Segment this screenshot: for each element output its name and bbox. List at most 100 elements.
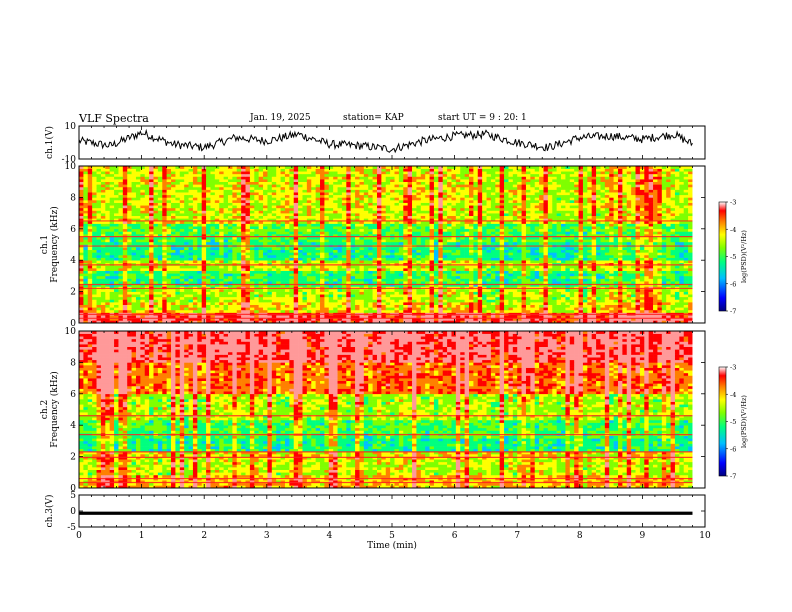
- spectrogram-cell: [315, 291, 321, 295]
- spectrogram-cell: [79, 294, 84, 298]
- spectrogram-cell: [407, 288, 413, 292]
- spectrogram-cell: [539, 231, 544, 235]
- spectrogram-cell: [495, 294, 500, 298]
- spectrogram-cell: [100, 268, 106, 271]
- spectrogram-cell: [464, 241, 470, 245]
- spectrogram-cell: [201, 265, 207, 269]
- spectrogram-cell: [561, 286, 566, 290]
- spectrogram-cell: [179, 265, 185, 269]
- spectrogram-cell: [355, 234, 360, 237]
- spectrogram-cell: [626, 317, 632, 321]
- spectrogram-cell: [363, 262, 369, 266]
- spectrogram-cell: [412, 281, 417, 285]
- spectrogram-cell: [622, 278, 628, 282]
- spectrogram-cell: [122, 265, 128, 269]
- spectrogram-cell: [175, 315, 181, 319]
- spectrogram-cell: [582, 291, 588, 295]
- spectrogram-cell: [552, 294, 557, 298]
- spectrogram-cell: [587, 286, 592, 290]
- spectrogram-cell: [363, 299, 369, 303]
- spectrogram-cell: [289, 278, 295, 282]
- spectrogram-cell: [114, 262, 119, 266]
- spectrogram-cell: [179, 262, 185, 266]
- spectrogram-cell: [355, 252, 360, 256]
- spectrogram-cell: [490, 254, 496, 258]
- spectrogram-cell: [666, 275, 671, 279]
- spectrogram-cell: [670, 270, 676, 274]
- spectrogram-cell: [385, 270, 391, 274]
- spectrogram-cell: [530, 317, 536, 321]
- spectrogram-cell: [688, 296, 693, 300]
- spectrogram-cell: [587, 307, 592, 311]
- spectrogram-cell: [197, 296, 202, 300]
- spectrogram-cell: [591, 234, 597, 237]
- spectrogram-cell: [166, 299, 172, 303]
- spectrogram-cell: [517, 307, 522, 311]
- spectrogram-cell: [631, 304, 636, 308]
- spectrogram-cell: [674, 262, 680, 266]
- spectrogram-cell: [157, 317, 163, 321]
- spectrogram-cell: [447, 320, 452, 324]
- spectrogram-cell: [517, 304, 522, 308]
- spectrogram-cell: [482, 317, 487, 321]
- spectrogram-cell: [490, 241, 496, 245]
- spectrogram-cell: [376, 257, 382, 261]
- spectrogram-cell: [140, 304, 146, 308]
- spectrogram-cell: [363, 315, 369, 319]
- spectrogram-cell: [210, 273, 216, 277]
- spectrogram-cell: [289, 286, 295, 290]
- spectrogram-cell: [543, 236, 549, 240]
- spectrogram-cell: [363, 304, 369, 308]
- spectrogram-cell: [236, 257, 242, 261]
- spectrogram-cell: [486, 241, 492, 245]
- spectrogram-cell: [460, 234, 465, 237]
- spectrogram-cell: [639, 302, 645, 305]
- spectrogram-cell: [236, 265, 242, 269]
- spectrogram-cell: [429, 241, 435, 245]
- spectrogram-cell: [346, 275, 351, 279]
- spectrogram-cell: [227, 291, 233, 295]
- spectrogram-cell: [644, 234, 649, 237]
- spectrogram-cell: [201, 283, 207, 287]
- spectrogram-cell: [192, 236, 198, 240]
- spectrogram-cell: [109, 320, 115, 324]
- spectrogram-cell: [425, 283, 430, 287]
- spectrogram-cell: [429, 291, 435, 295]
- spectrogram-cell: [87, 317, 93, 321]
- spectrogram-cell: [214, 257, 220, 261]
- spectrogram-cell: [267, 315, 273, 319]
- spectrogram-cell: [280, 236, 286, 240]
- spectrogram-cell: [324, 268, 330, 271]
- spectrogram-cell: [166, 304, 172, 308]
- spectrogram-cell: [648, 286, 654, 290]
- spectrogram-cell: [451, 241, 457, 245]
- spectrogram-cell: [679, 278, 685, 282]
- spectrogram-cell: [315, 247, 321, 251]
- spectrogram-cell: [179, 309, 185, 313]
- spectrogram-cell: [394, 262, 400, 266]
- spectrogram-cell: [372, 283, 378, 287]
- spectrogram-cell: [100, 257, 106, 261]
- spectrogram-cell: [298, 296, 303, 300]
- spectrogram-cell: [674, 294, 680, 298]
- spectrogram-cell: [539, 294, 544, 298]
- spectrogram-cell: [302, 231, 308, 235]
- spectrogram-cell: [206, 294, 211, 298]
- spectrogram-cell: [179, 257, 185, 261]
- spectrogram-cell: [582, 286, 588, 290]
- spectrogram-cell: [306, 320, 312, 324]
- spectrogram-cell: [517, 273, 522, 277]
- spectrogram-cell: [135, 304, 141, 308]
- spectrogram-cell: [644, 283, 649, 287]
- spectrogram-cell: [302, 278, 308, 282]
- spectrogram-cell: [350, 275, 356, 279]
- spectrogram-cell: [320, 231, 325, 235]
- spectrogram-cell: [337, 283, 343, 287]
- spectrogram-cell: [206, 247, 211, 251]
- spectrogram-cell: [512, 231, 518, 235]
- spectrogram-cell: [661, 262, 667, 266]
- spectrogram-cell: [657, 307, 663, 311]
- spectrogram-cell: [381, 262, 387, 266]
- spectrogram-cell: [482, 249, 487, 253]
- spectrogram-cell: [153, 288, 159, 292]
